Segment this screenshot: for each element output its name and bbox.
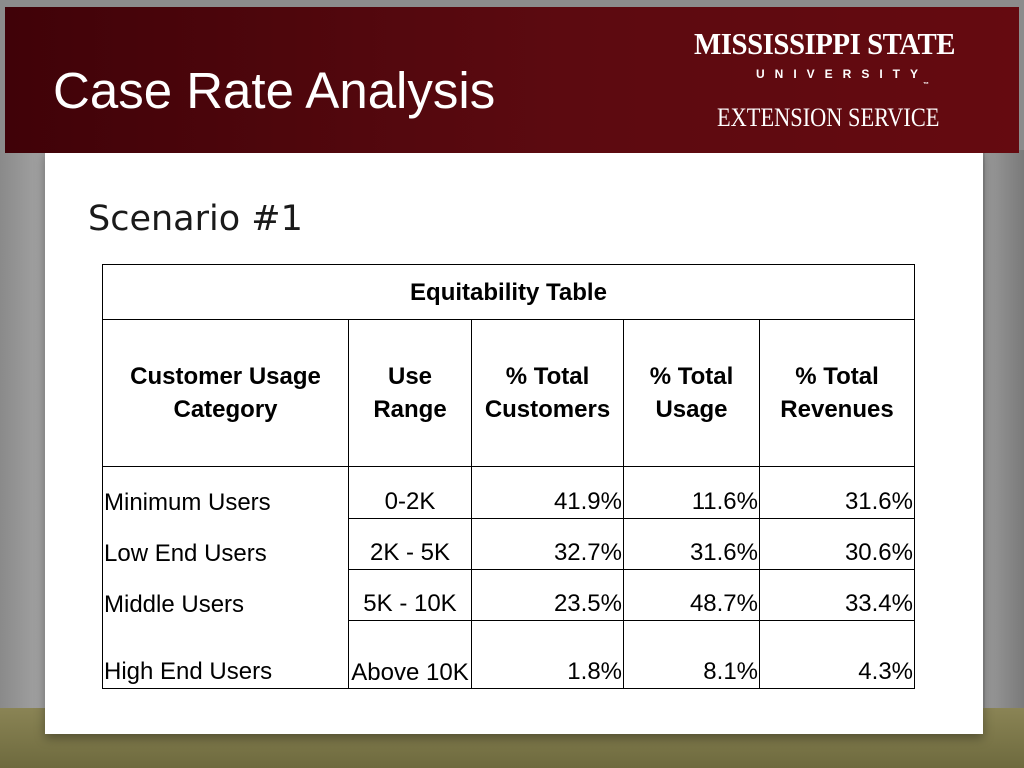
- table-row: High End Users Above 10K 1.8% 8.1% 4.3%: [102, 620, 915, 689]
- logo-trademark: ™: [923, 82, 929, 88]
- table-caption: Equitability Table: [102, 264, 915, 320]
- logo-university-name: MISSISSIPPI STATE: [694, 26, 956, 61]
- usage-cell: 11.6%: [623, 466, 760, 519]
- logo-extension-service: EXTENSION SERVICE: [717, 103, 940, 132]
- revenues-cell: 30.6%: [759, 518, 915, 570]
- range-cell: Above 10K: [348, 620, 472, 689]
- background-left: [0, 150, 45, 710]
- table-row: Middle Users 5K - 10K 23.5% 48.7% 33.4%: [102, 569, 915, 621]
- header-banner: Case Rate Analysis MISSISSIPPI STATE UNI…: [5, 7, 1019, 153]
- customers-cell: 32.7%: [471, 518, 624, 570]
- category-cell: High End Users: [102, 620, 349, 689]
- category-cell: Minimum Users: [102, 466, 349, 519]
- logo-university-word: UNIVERSITY: [756, 67, 929, 81]
- revenues-cell: 4.3%: [759, 620, 915, 689]
- usage-cell: 48.7%: [623, 569, 760, 621]
- customers-cell: 1.8%: [471, 620, 624, 689]
- column-header: Customer Usage Category: [102, 319, 349, 467]
- column-header: % Total Usage: [623, 319, 760, 467]
- revenues-cell: 31.6%: [759, 466, 915, 519]
- range-cell: 5K - 10K: [348, 569, 472, 621]
- revenues-cell: 33.4%: [759, 569, 915, 621]
- category-cell: Middle Users: [102, 569, 349, 621]
- table-row: Minimum Users 0-2K 41.9% 11.6% 31.6%: [102, 466, 915, 519]
- usage-cell: 8.1%: [623, 620, 760, 689]
- equitability-table: Equitability Table Customer Usage Catego…: [102, 264, 915, 689]
- category-cell: Low End Users: [102, 518, 349, 570]
- scenario-heading: Scenario #1: [88, 199, 303, 239]
- university-logo: MISSISSIPPI STATE UNIVERSITY ™ EXTENSION…: [690, 21, 990, 141]
- range-cell: 2K - 5K: [348, 518, 472, 570]
- usage-cell: 31.6%: [623, 518, 760, 570]
- background-right: [985, 150, 1024, 710]
- column-header: Use Range: [348, 319, 472, 467]
- slide-title: Case Rate Analysis: [53, 62, 496, 119]
- table-row: Low End Users 2K - 5K 32.7% 31.6% 30.6%: [102, 518, 915, 570]
- table-header-row: Customer Usage Category Use Range % Tota…: [102, 319, 915, 467]
- customers-cell: 23.5%: [471, 569, 624, 621]
- column-header: % Total Customers: [471, 319, 624, 467]
- range-cell: 0-2K: [348, 466, 472, 519]
- column-header: % Total Revenues: [759, 319, 915, 467]
- customers-cell: 41.9%: [471, 466, 624, 519]
